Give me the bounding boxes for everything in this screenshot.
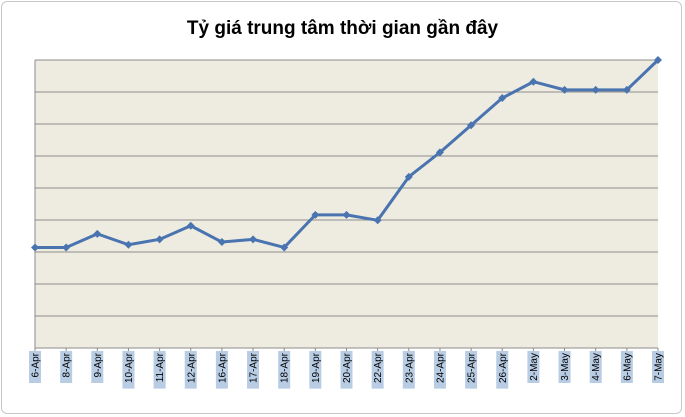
x-tick-label: 6-May	[622, 353, 633, 381]
x-tick-label: 26-Apr	[498, 352, 509, 383]
x-tick-label-background	[652, 351, 664, 383]
x-tick-label-background	[402, 351, 415, 389]
x-tick-label: 23-Apr	[404, 352, 415, 383]
x-tick-label-group: 4-May	[589, 351, 602, 383]
x-tick-label: 25-Apr	[467, 352, 478, 383]
x-tick-label: 4-May	[591, 353, 602, 381]
data-point	[404, 172, 413, 181]
data-point	[654, 56, 662, 64]
x-tick-label-group: 23-Apr	[402, 351, 415, 389]
x-tick-label-group: 18-Apr	[278, 351, 291, 389]
x-tick-label: 8-Apr	[62, 352, 73, 377]
x-axis: 6-Apr 8-Apr 9-Apr 10-Apr 11-Apr 12-Apr 16-Apr 1…	[29, 348, 665, 389]
x-tick-label-background	[60, 351, 73, 383]
plot-area	[35, 60, 658, 348]
x-tick-label-group: 16-Apr	[215, 351, 228, 389]
x-tick-label: 11-Apr	[155, 352, 166, 382]
x-tick-label-group: 11-Apr	[153, 351, 166, 389]
data-point	[93, 229, 102, 238]
x-tick-label-background	[278, 351, 291, 389]
x-tick-label-group: 25-Apr	[465, 351, 478, 389]
x-tick-label-group: 8-Apr	[60, 351, 73, 383]
x-tick-label-group: 6-Apr	[29, 351, 42, 383]
x-tick-label: 24-Apr	[435, 352, 446, 383]
x-tick-label: 7-May	[654, 353, 665, 381]
x-tick-label-background	[371, 351, 384, 389]
x-tick-label-background	[91, 351, 104, 383]
data-point	[62, 243, 71, 252]
x-tick-label: 22-Apr	[373, 352, 384, 383]
data-point	[560, 85, 569, 94]
x-tick-label-background	[153, 351, 166, 389]
x-tick-label-group: 7-May	[652, 351, 665, 383]
x-tick-label-background	[29, 351, 41, 383]
x-tick-label-background	[247, 351, 260, 389]
x-tick-label-group: 22-Apr	[371, 351, 384, 389]
x-tick-label-background	[309, 351, 322, 389]
x-tick-label-group: 6-May	[620, 351, 633, 383]
data-point	[467, 121, 476, 130]
x-tick-label: 9-Apr	[93, 352, 104, 377]
data-point	[31, 243, 39, 252]
x-tick-label-background	[620, 351, 633, 383]
x-tick-label: 20-Apr	[342, 352, 353, 383]
x-tick-label: 2-May	[529, 353, 540, 381]
data-point	[622, 85, 631, 94]
x-tick-label-background	[589, 351, 602, 383]
x-tick-label-group: 26-Apr	[496, 351, 509, 389]
data-point	[529, 77, 538, 86]
x-tick-label-group: 24-Apr	[433, 351, 446, 389]
data-point	[217, 238, 226, 247]
x-tick-label-group: 3-May	[558, 351, 571, 383]
data-point	[186, 221, 195, 230]
x-tick-label-group: 20-Apr	[340, 351, 353, 389]
x-tick-label: 12-Apr	[186, 352, 197, 383]
data-point	[591, 85, 600, 94]
x-tick-label-background	[215, 351, 228, 389]
x-tick-label-background	[340, 351, 353, 389]
data-point	[373, 216, 382, 225]
x-tick-label-background	[122, 351, 135, 389]
x-tick-label-background	[433, 351, 446, 389]
x-tick-label-group: 19-Apr	[309, 351, 322, 389]
x-tick-label-background	[527, 351, 540, 383]
series-layer	[31, 56, 662, 252]
x-tick-label-background	[465, 351, 478, 389]
x-tick-label: 19-Apr	[311, 352, 322, 383]
x-tick-label: 16-Apr	[217, 352, 228, 383]
data-point	[124, 240, 133, 249]
data-point	[498, 94, 507, 103]
data-point	[435, 148, 444, 157]
chart-title: Tỷ giá trung tâm thời gian gần đây	[186, 18, 499, 39]
x-tick-label: 6-Apr	[31, 352, 42, 377]
data-point	[311, 210, 320, 219]
x-tick-label: 17-Apr	[249, 352, 260, 383]
x-tick-label: 3-May	[560, 353, 571, 381]
data-point	[342, 210, 351, 219]
x-tick-label-background	[496, 351, 509, 389]
data-point	[280, 243, 289, 252]
x-tick-label-group: 10-Apr	[122, 351, 135, 389]
x-tick-label: 18-Apr	[280, 352, 291, 383]
x-tick-label-group: 17-Apr	[247, 351, 260, 389]
data-point	[249, 235, 258, 244]
x-tick-label-background	[558, 351, 571, 383]
gridlines	[34, 59, 658, 349]
x-tick-label-group: 9-Apr	[91, 351, 104, 383]
data-point	[155, 235, 164, 244]
x-tick-label: 10-Apr	[124, 352, 135, 383]
x-tick-label-group: 12-Apr	[184, 351, 197, 389]
x-tick-label-group: 2-May	[527, 351, 540, 383]
x-tick-label-background	[184, 351, 197, 389]
